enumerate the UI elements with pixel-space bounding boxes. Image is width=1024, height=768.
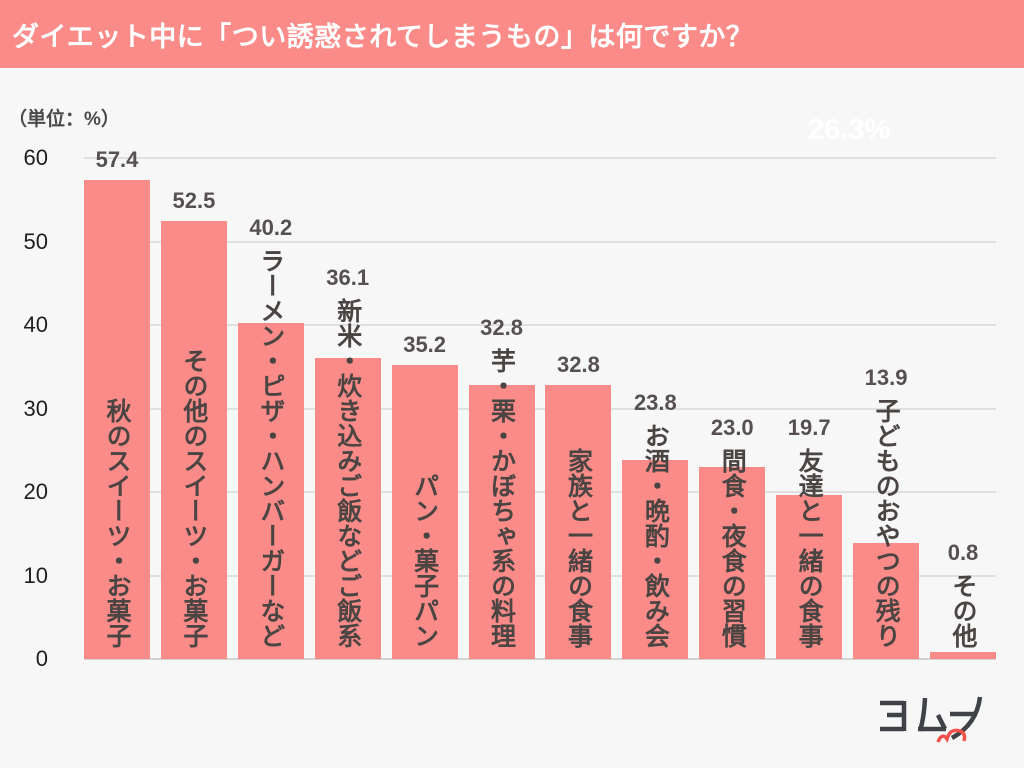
bar [160, 220, 227, 659]
y-axis-tick-label: 0 [35, 646, 48, 671]
y-axis-tick-label: 30 [23, 395, 48, 421]
bar-category-label: 芋・栗・かぼちゃ系の料理 [487, 348, 516, 648]
watermark-value: 26.3% [808, 114, 891, 146]
bar [84, 179, 150, 659]
bar [545, 385, 612, 659]
gridline [84, 157, 996, 159]
bar-category-label: その他のスイーツ・お菓子 [179, 348, 208, 648]
yomuno-logo [880, 696, 983, 744]
bar-value-label: 32.8 [480, 315, 523, 340]
bar [468, 385, 535, 659]
gridline [84, 658, 996, 660]
y-axis-tick-label: 20 [23, 479, 48, 504]
bar-value-label: 19.7 [787, 415, 831, 440]
bar [699, 466, 766, 659]
y-axis-tick-label: 50 [23, 228, 48, 254]
bar [853, 542, 920, 659]
bar-category-label: 間食・夜食の習慣 [718, 448, 747, 648]
bar [776, 494, 843, 659]
yomuno-logo-red-swash [936, 728, 967, 744]
chart-title-bar: ダイエット中に「つい誘惑されてしまうもの」は何ですか？ [0, 0, 1024, 68]
bar-category-label: パン・菓子パン [410, 473, 439, 648]
bar-category-label: 友達と一緒の食事 [795, 448, 824, 648]
bar-category-label: 秋のスイーツ・お菓子 [103, 398, 131, 648]
gridline [84, 574, 996, 577]
bar [391, 365, 458, 659]
bar-value-label: 35.2 [403, 332, 447, 358]
bar [622, 460, 689, 659]
bar-value-label: 0.8 [947, 540, 979, 565]
bar-value-label: 36.1 [326, 265, 370, 290]
bar-category-label: その他 [949, 573, 977, 648]
bar [314, 357, 381, 659]
chart-title: ダイエット中に「つい誘惑されてしまうもの」は何ですか？ [12, 21, 754, 52]
gridline [84, 240, 996, 243]
yomuno-logo-icon [880, 696, 983, 740]
bar-category-label: お酒・晩酌・飲み会 [641, 423, 670, 648]
bar [930, 652, 996, 659]
bar-value-label: 40.2 [249, 215, 293, 240]
gridline [84, 491, 996, 493]
y-axis-tick-label: 10 [23, 562, 48, 588]
bar-value-label: 23.0 [710, 415, 754, 440]
bar-value-label: 32.8 [557, 352, 600, 378]
gridline [84, 407, 996, 410]
bar-value-label: 57.4 [95, 146, 139, 172]
bar [237, 323, 304, 659]
bar-value-label: 23.8 [633, 390, 677, 415]
bar-category-label: ラーメン・ピザ・ハンバーガーなど [256, 248, 285, 648]
unit-label: （単位：%） [8, 109, 120, 130]
gridline [84, 324, 996, 326]
y-axis-tick-label: 60 [23, 145, 48, 170]
bar-category-label: 子どものおやつの残り [872, 398, 901, 648]
bar-value-label: 52.5 [172, 187, 216, 213]
y-axis-tick-label: 40 [23, 312, 48, 337]
bar-value-label: 13.9 [864, 365, 908, 390]
bar-category-label: 家族と一緒の食事 [564, 448, 593, 648]
bar-category-label: 新米・炊き込みご飯などご飯系 [333, 298, 362, 648]
